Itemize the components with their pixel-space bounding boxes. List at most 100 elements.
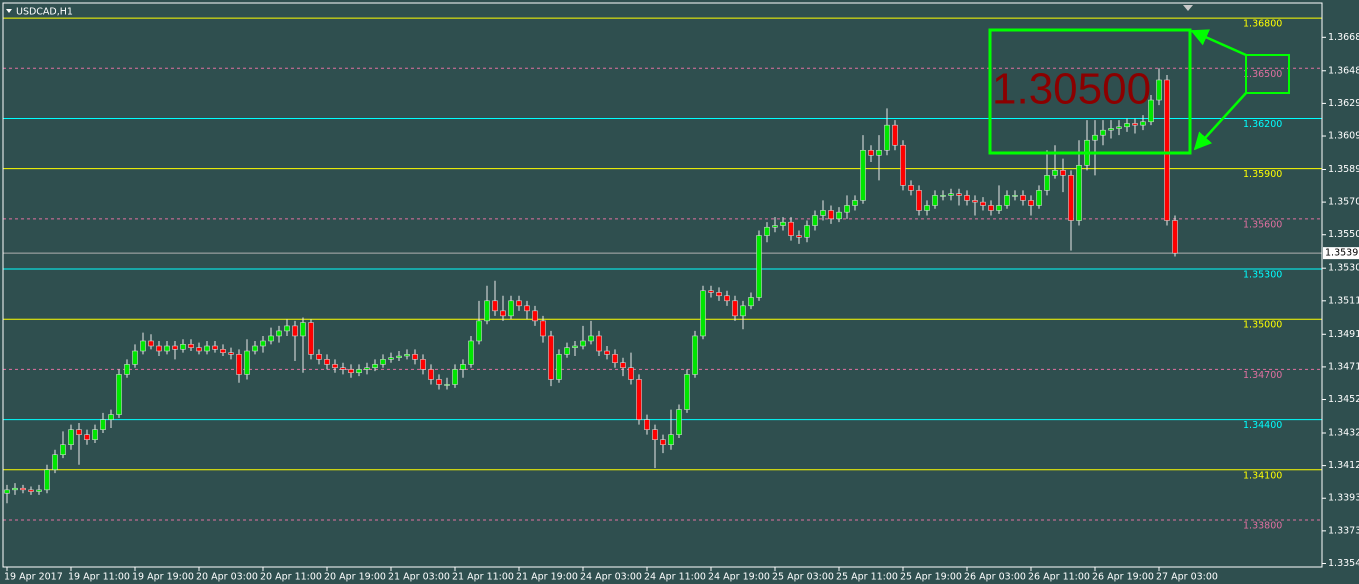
x-tick-label: 27 Apr 03:00 [1156,572,1218,583]
candle-body [860,149,866,201]
candle-body [1060,170,1066,176]
candle-body [324,359,330,365]
candle-body [92,429,98,440]
candle-body [36,489,42,492]
y-tick-label: 1.36685 [1328,32,1359,43]
candle-body [492,300,498,312]
candle-body [796,235,802,238]
candle-body [636,379,642,420]
x-tick-label: 25 Apr 19:00 [900,572,962,583]
candle-body [532,310,538,322]
candle-body [124,364,130,375]
y-tick-label: 1.36095 [1328,131,1359,142]
candle-body [964,195,970,201]
menu-triangle [6,9,12,13]
y-tick-label: 1.34520 [1328,394,1359,405]
candle-body [732,300,738,317]
candle-body [692,335,698,375]
candle-body [156,345,162,352]
candle-body [612,354,618,363]
x-tick-label: 25 Apr 03:00 [772,572,834,583]
candle-body [500,310,506,317]
candle-body [516,300,522,307]
candle-body [596,335,602,352]
candle-body [948,193,954,196]
candle-body [932,195,938,206]
candle-body [116,374,122,415]
candle-body [468,340,474,365]
x-tick-label: 20 Apr 03:00 [196,572,258,583]
candle-body [940,195,946,197]
candle-body [1164,79,1170,221]
level-label: 1.36200 [1243,119,1282,130]
candle-body [172,345,178,350]
candle-body [1012,195,1018,197]
candle-body [380,359,386,365]
candle-body [228,352,234,355]
candle-body [100,419,106,430]
candle-body [540,320,546,337]
level-label: 1.35600 [1243,219,1282,230]
candle-body [1124,123,1130,128]
candle-body [804,225,810,238]
annotation: 1.30500 [988,28,1290,155]
candle-body [12,487,18,491]
candle-body [956,193,962,196]
x-tick-label: 20 Apr 11:00 [260,572,322,583]
candle-body [60,444,66,455]
candle-body [396,355,402,358]
candle-body [660,439,666,445]
candle-body [868,149,874,156]
candle-body [244,350,250,375]
candle-body [436,379,442,385]
candle-body [548,335,554,380]
candle-body [252,345,258,352]
candle-body [164,345,170,352]
candle-body [316,354,322,360]
candle-body [980,201,986,206]
callout-arrow [1193,92,1247,151]
candle-body [332,364,338,368]
candle-body [276,330,282,337]
candle-body [1148,99,1154,123]
x-tick-label: 21 Apr 03:00 [388,572,450,583]
candle-body [1116,126,1122,129]
candle-body [1028,200,1034,206]
x-tick-label: 20 Apr 19:00 [324,572,386,583]
x-tick-label: 24 Apr 11:00 [644,572,706,583]
current-price-label: 1.35395 [1325,248,1359,259]
candle-body [684,374,690,410]
candle-body [308,322,314,355]
candle-body [1020,195,1026,201]
level-label: 1.34100 [1243,470,1282,481]
y-tick-label: 1.34125 [1328,460,1359,471]
candle-body [484,300,490,322]
level-label: 1.35300 [1243,270,1282,281]
candle-body [876,149,882,156]
chart-title: USDCAD,H1 [16,7,73,18]
candle-body [628,367,634,380]
candle-body [556,354,562,380]
candle-body [180,344,186,350]
y-tick-label: 1.35505 [1328,229,1359,240]
level-label: 1.36500 [1243,69,1282,80]
candle-body [196,347,202,352]
candle-body [668,434,674,445]
candle-body [620,362,626,368]
candle-body [220,349,226,353]
annotation-text: 1.30500 [992,65,1151,114]
candle-body [1052,170,1058,176]
candle-body [580,340,586,347]
candle-body [908,185,914,191]
candle-body [572,345,578,348]
candle-body [676,409,682,435]
candle-body [340,367,346,370]
annotation-box [988,28,1192,155]
candle-body [844,205,850,213]
candle-body [884,124,890,151]
y-tick-label: 1.34910 [1328,329,1359,340]
y-tick-label: 1.35305 [1328,263,1359,274]
candle-body [772,225,778,228]
